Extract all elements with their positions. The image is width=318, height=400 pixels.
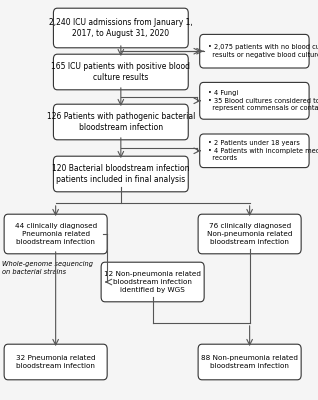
FancyBboxPatch shape <box>200 134 309 168</box>
FancyBboxPatch shape <box>53 8 188 48</box>
Text: 12 Non-pneumonia related
bloodstream infection
identified by WGS: 12 Non-pneumonia related bloodstream inf… <box>104 271 201 293</box>
FancyBboxPatch shape <box>200 82 309 119</box>
FancyBboxPatch shape <box>53 156 188 192</box>
Text: 120 Bacterial bloodstream infection
patients included in final analysis: 120 Bacterial bloodstream infection pati… <box>52 164 190 184</box>
Text: 165 ICU patients with positive blood
culture results: 165 ICU patients with positive blood cul… <box>51 62 190 82</box>
FancyBboxPatch shape <box>198 214 301 254</box>
FancyBboxPatch shape <box>200 34 309 68</box>
Text: • 4 Fungi
• 35 Blood cultures considered to
  represent commensals or contaminan: • 4 Fungi • 35 Blood cultures considered… <box>208 90 318 111</box>
Text: Whole-genome sequencing
on bacterial strains: Whole-genome sequencing on bacterial str… <box>2 261 93 275</box>
Text: 126 Patients with pathogenic bacterial
bloodstream infection: 126 Patients with pathogenic bacterial b… <box>47 112 195 132</box>
FancyBboxPatch shape <box>53 54 188 90</box>
FancyBboxPatch shape <box>198 344 301 380</box>
Text: • 2,075 patients with no blood culture
  results or negative blood cultures: • 2,075 patients with no blood culture r… <box>208 44 318 58</box>
FancyBboxPatch shape <box>101 262 204 302</box>
Text: 76 clinically diagnosed
Non-pneumonia related
bloodstream infection: 76 clinically diagnosed Non-pneumonia re… <box>207 223 292 245</box>
Text: 32 Pneumonia related
bloodstream infection: 32 Pneumonia related bloodstream infecti… <box>16 355 95 369</box>
Text: • 2 Patients under 18 years
• 4 Patients with incomplete medical
  records: • 2 Patients under 18 years • 4 Patients… <box>208 140 318 161</box>
FancyBboxPatch shape <box>53 104 188 140</box>
Text: 88 Non-pneumonia related
bloodstream infection: 88 Non-pneumonia related bloodstream inf… <box>201 355 298 369</box>
Text: 2,240 ICU admissions from January 1,
2017, to August 31, 2020: 2,240 ICU admissions from January 1, 201… <box>49 18 193 38</box>
FancyBboxPatch shape <box>4 344 107 380</box>
FancyBboxPatch shape <box>4 214 107 254</box>
Text: 44 clinically diagnosed
Pneumonia related
bloodstream infection: 44 clinically diagnosed Pneumonia relate… <box>15 223 97 245</box>
